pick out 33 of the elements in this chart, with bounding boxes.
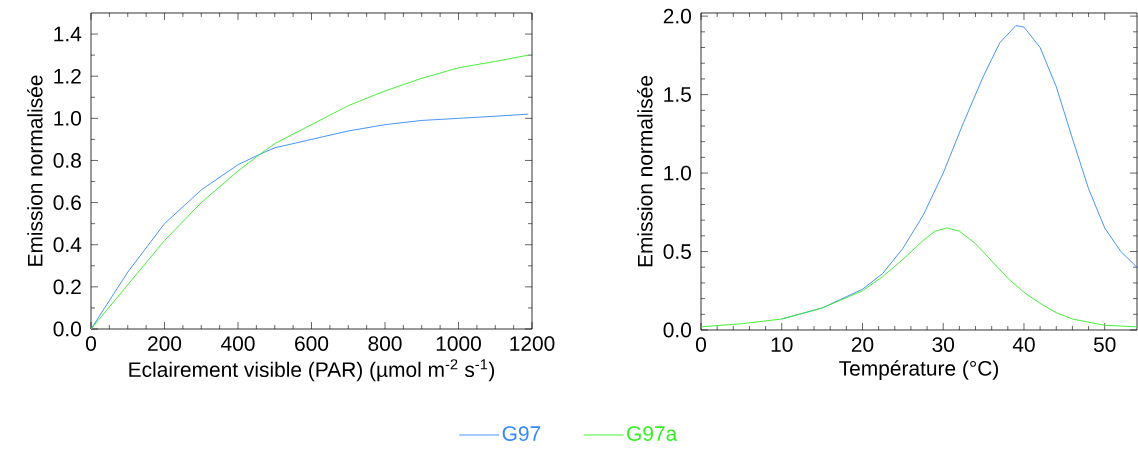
x-tick-label: 600 [295,336,329,351]
x-tick-label: 10 [771,337,793,352]
y-axis-title: Emission normalisée [26,75,43,266]
x-tick-label: 200 [148,336,182,351]
y-tick-label: 0.5 [663,244,691,259]
x-tick-label: 1000 [436,336,481,351]
y-tick-label: 0.8 [53,153,81,168]
y-tick-label: 0.0 [53,321,81,337]
y-tick-label: 0.0 [663,322,692,338]
x-tick-label: 0 [85,336,96,351]
y-tick-label: 0.2 [53,279,81,295]
y-tick-label: 0.6 [53,195,81,210]
x-tick-label: 40 [1012,337,1035,352]
line-series [91,54,529,329]
legend-label: G97a [627,426,678,441]
y-tick-label: 1.5 [664,87,691,102]
x-axis-title: Eclairement visible (PAR) (µmol m$^{-2}$ s$^{-1}$) [129,359,495,382]
y-tick-label: 1.4 [54,26,82,42]
y-tick-label: 1.0 [54,110,81,126]
x-tick-label: 400 [221,336,255,351]
y-tick-label: 0.4 [53,237,82,253]
x-axis-title: Température (°C) [839,360,999,380]
x-tick-label: 0 [696,337,706,352]
y-tick-label: 1.2 [54,68,81,84]
x-tick-label: 30 [932,337,955,352]
y-axis-title: Emission normalisée [637,75,653,267]
x-tick-label: 20 [851,337,874,352]
y-tick-label: 2.0 [663,8,692,24]
x-tick-label: 50 [1093,337,1116,352]
x-tick-label: 1200 [510,336,555,351]
y-tick-label: 1.0 [664,165,692,181]
legend-label: G97 [502,426,541,441]
x-tick-label: 800 [368,336,402,351]
